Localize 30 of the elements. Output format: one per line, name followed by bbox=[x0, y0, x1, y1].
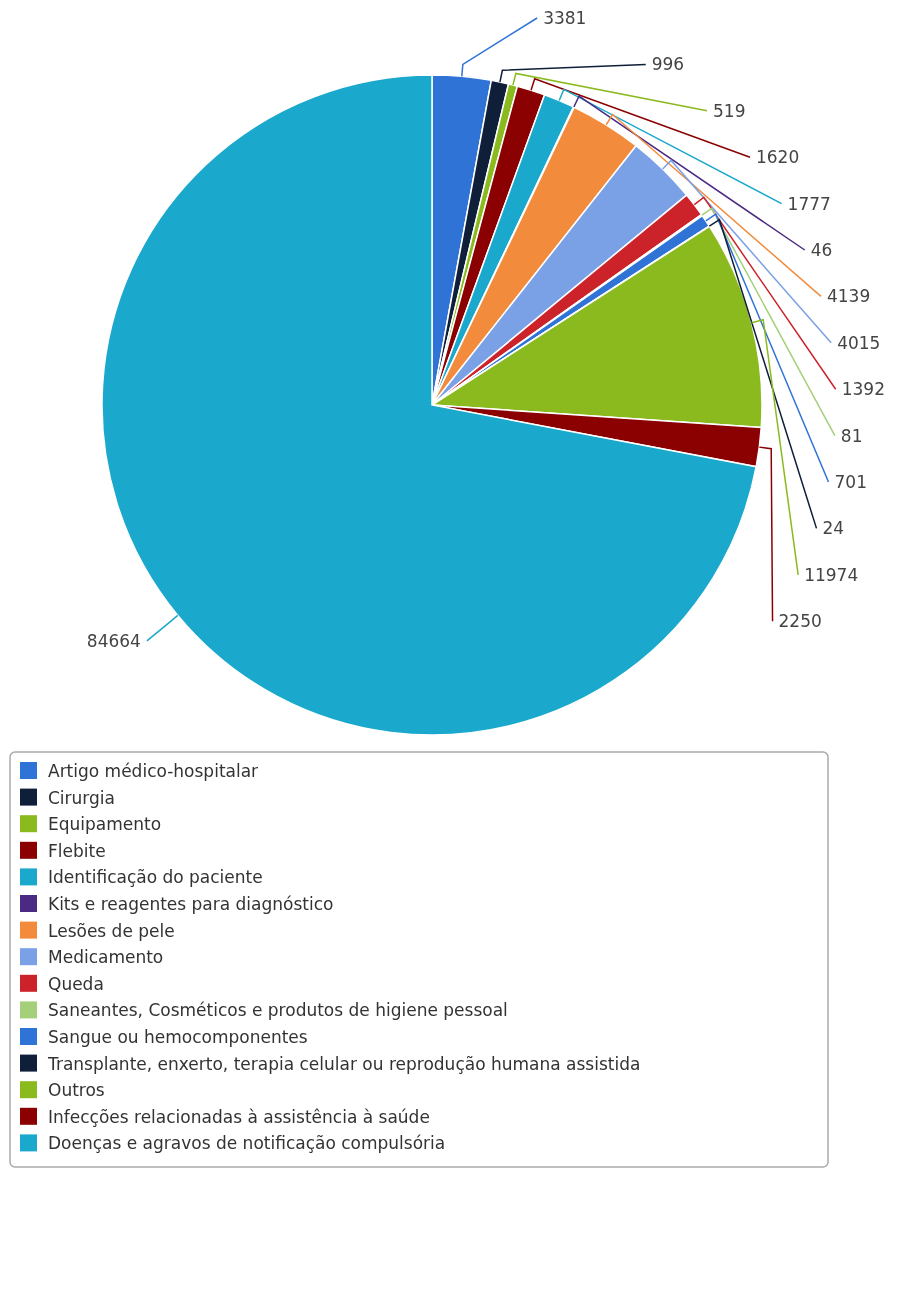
data-label: 84664 bbox=[86, 630, 141, 651]
data-label: 1777 bbox=[787, 193, 831, 214]
data-label: 996 bbox=[651, 54, 685, 75]
legend-label: Artigo médico-hospitalar bbox=[48, 760, 259, 781]
legend-label: Doenças e agravos de notificação compulsória bbox=[48, 1133, 446, 1154]
legend-label: Sangue ou hemocomponentes bbox=[48, 1026, 308, 1047]
legend-label: Equipamento bbox=[48, 814, 162, 835]
legend-label: Infecções relacionadas à assistência à saúde bbox=[48, 1106, 430, 1127]
data-label: 3381 bbox=[543, 7, 587, 28]
legend-label: Kits e reagentes para diagnóstico bbox=[48, 893, 334, 914]
data-label: 46 bbox=[810, 239, 833, 260]
legend-label: Medicamento bbox=[48, 947, 164, 968]
data-label: 2250 bbox=[778, 611, 822, 632]
legend-label: Flebite bbox=[48, 840, 106, 861]
legend-label: Saneantes, Cosméticos e produtos de higiene pessoal bbox=[48, 1000, 508, 1021]
legend-label: Queda bbox=[48, 973, 104, 994]
data-label: 1392 bbox=[841, 379, 885, 400]
legend-label: Identificação do paciente bbox=[48, 867, 263, 888]
data-label: 81 bbox=[840, 425, 863, 446]
legend-label: Lesões de pele bbox=[48, 920, 175, 941]
legend-label: Transplante, enxerto, terapia celular ou reprodução humana assistida bbox=[47, 1053, 641, 1074]
legend-label: Cirurgia bbox=[48, 787, 115, 808]
legend-label: Outros bbox=[48, 1080, 105, 1101]
data-label: 24 bbox=[822, 518, 845, 539]
data-label: 4139 bbox=[826, 286, 871, 307]
data-label: 519 bbox=[713, 100, 746, 121]
data-label: 701 bbox=[834, 471, 867, 492]
data-label: 4015 bbox=[837, 332, 881, 353]
data-label: 1620 bbox=[756, 147, 800, 168]
data-label: 11974 bbox=[804, 564, 859, 585]
